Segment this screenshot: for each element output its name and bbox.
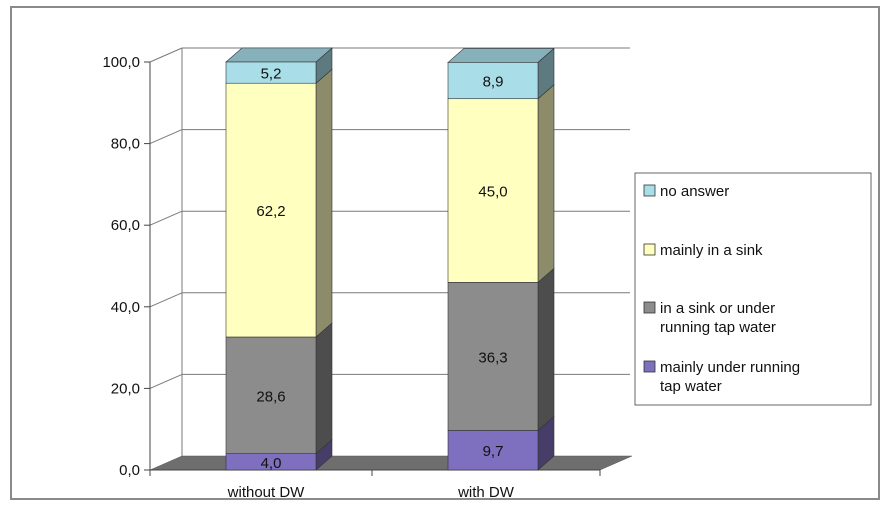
legend-label: mainly under running [660,359,800,376]
bar-segment: 45,0 [447,84,555,283]
bar-segment: 8,9 [447,47,555,100]
bar-front-face [225,82,317,338]
bar-front-face [447,430,539,471]
bar-segment: 28,6 [225,322,333,455]
y-tick-label: 0,0 [119,462,140,479]
bar-top-face [225,47,333,63]
bar-side-face [537,84,555,283]
bar-data-label: 36,3 [478,349,507,366]
legend-swatch [643,243,656,256]
gridline-slant [149,210,183,226]
y-tick-label: 20,0 [111,380,140,397]
y-tick-label: 100,0 [102,54,140,71]
bar-front-face [447,62,539,100]
gridline-slant [149,47,183,63]
legend-box [634,172,872,406]
legend-label: tap water [660,378,722,395]
legend-label: mainly in a sink [660,242,763,259]
bar-side-face [315,322,333,455]
legend-swatch [643,360,656,373]
legend-label: running tap water [660,319,776,336]
bar-segment: 5,2 [225,47,333,84]
gridline-slant [149,292,183,308]
bar-front-face [225,336,317,454]
legend-label: in a sink or under [660,300,775,317]
y-tick-label: 80,0 [111,136,140,153]
bar-data-label: 45,0 [478,184,507,201]
legend-swatch [643,301,656,314]
bar-front-face [447,98,539,283]
bar-side-face [537,267,555,432]
bar-segment: 62,2 [225,68,333,338]
bar-data-label: 62,2 [256,203,285,220]
bar-data-label: 8,9 [483,74,504,91]
bar-side-face [315,68,333,338]
legend: no answer mainly in a sink in a sink or un… [634,172,872,406]
bars-group: 4,0 28,6 62,2 5,2 9,7 36,3 45,0 8,9 [225,47,555,472]
bar-segment: 36,3 [447,267,555,432]
bar-data-label: 4,0 [261,455,282,472]
bar-data-label: 5,2 [261,66,282,83]
legend-swatch [643,184,656,197]
x-category-label: with DW [457,484,515,501]
bar-data-label: 28,6 [256,388,285,405]
gridline-slant [149,129,183,145]
legend-label: no answer [660,183,729,200]
y-tick-label: 40,0 [111,299,140,316]
bar-segment: 9,7 [447,415,555,471]
x-category-label: without DW [227,484,306,501]
gridline-slant [149,373,183,389]
bar-front-face [447,282,539,431]
bar-data-label: 9,7 [483,443,504,460]
chart-floor [149,455,633,471]
bar-top-face [447,48,555,63]
bar-front-face [225,61,317,84]
y-tick-label: 60,0 [111,217,140,234]
